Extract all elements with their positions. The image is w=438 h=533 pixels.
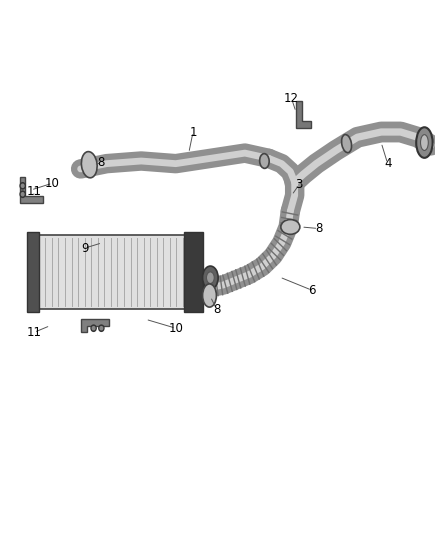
Ellipse shape xyxy=(202,266,218,289)
Bar xyxy=(27,232,39,312)
Text: 8: 8 xyxy=(315,222,322,235)
Ellipse shape xyxy=(260,154,269,168)
Text: 8: 8 xyxy=(213,303,220,316)
Polygon shape xyxy=(296,101,311,128)
Circle shape xyxy=(21,192,24,196)
Polygon shape xyxy=(81,319,109,333)
Text: 10: 10 xyxy=(168,322,183,335)
Bar xyxy=(29,235,193,309)
Ellipse shape xyxy=(420,135,428,150)
Bar xyxy=(184,232,202,312)
Circle shape xyxy=(91,325,96,332)
Circle shape xyxy=(20,183,25,189)
Text: 11: 11 xyxy=(26,326,42,339)
Circle shape xyxy=(20,191,25,197)
Ellipse shape xyxy=(281,220,300,235)
Ellipse shape xyxy=(81,151,97,178)
Circle shape xyxy=(21,184,24,188)
Text: 9: 9 xyxy=(81,241,88,255)
Ellipse shape xyxy=(206,272,214,284)
Circle shape xyxy=(100,327,102,330)
Circle shape xyxy=(99,325,104,332)
Ellipse shape xyxy=(84,158,95,174)
Polygon shape xyxy=(20,177,42,203)
Text: 8: 8 xyxy=(98,156,105,169)
Ellipse shape xyxy=(202,284,216,307)
Text: 3: 3 xyxy=(295,178,303,191)
Text: 1: 1 xyxy=(189,125,197,139)
Text: 4: 4 xyxy=(384,157,392,170)
Circle shape xyxy=(92,327,95,330)
Text: 10: 10 xyxy=(45,176,60,190)
Text: 12: 12 xyxy=(284,92,299,106)
Ellipse shape xyxy=(416,127,433,158)
Ellipse shape xyxy=(342,134,352,152)
Text: 6: 6 xyxy=(308,284,316,297)
Text: 11: 11 xyxy=(26,184,42,198)
